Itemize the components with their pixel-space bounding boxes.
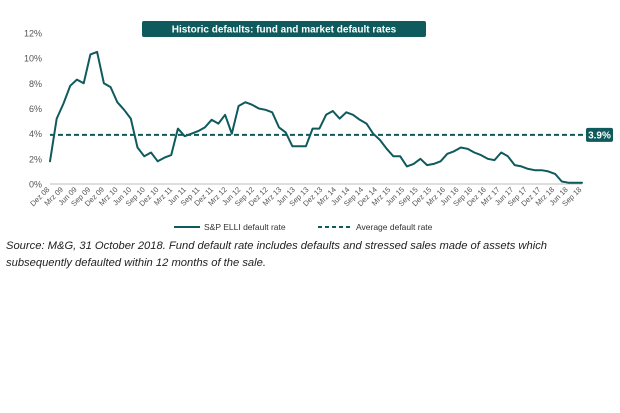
average-value-badge	[586, 127, 613, 142]
legend-label-average: Average default rate	[356, 222, 433, 232]
y-tick-label: 6%	[29, 104, 42, 114]
series-layer	[49, 50, 584, 184]
average-value-label: 3.9%	[588, 130, 611, 141]
source-note: Source: M&G, 31 October 2018. Fund defau…	[6, 240, 548, 269]
chart: Historic defaults: fund and market defau…	[24, 21, 613, 232]
legend: S&P ELLI default rate Average default ra…	[174, 222, 433, 232]
y-axis: 0% 2% 4% 6% 8% 10% 12%	[24, 29, 42, 190]
y-tick-label: 10%	[24, 54, 42, 64]
y-tick-label: 4%	[29, 129, 42, 139]
y-tick-label: 2%	[29, 154, 42, 164]
y-tick-label: 8%	[29, 79, 42, 89]
legend-label-sp-elli: S&P ELLI default rate	[204, 222, 286, 232]
chart-title-background	[142, 21, 426, 37]
chart-title-bar: Historic defaults: fund and market defau…	[142, 21, 426, 37]
y-tick-label: 12%	[24, 29, 42, 39]
series-line-sp-elli	[49, 50, 583, 184]
y-tick-label: 0%	[29, 180, 42, 190]
average-annotation: 3.9%	[586, 127, 613, 142]
chart-title: Historic defaults: fund and market defau…	[172, 25, 397, 36]
